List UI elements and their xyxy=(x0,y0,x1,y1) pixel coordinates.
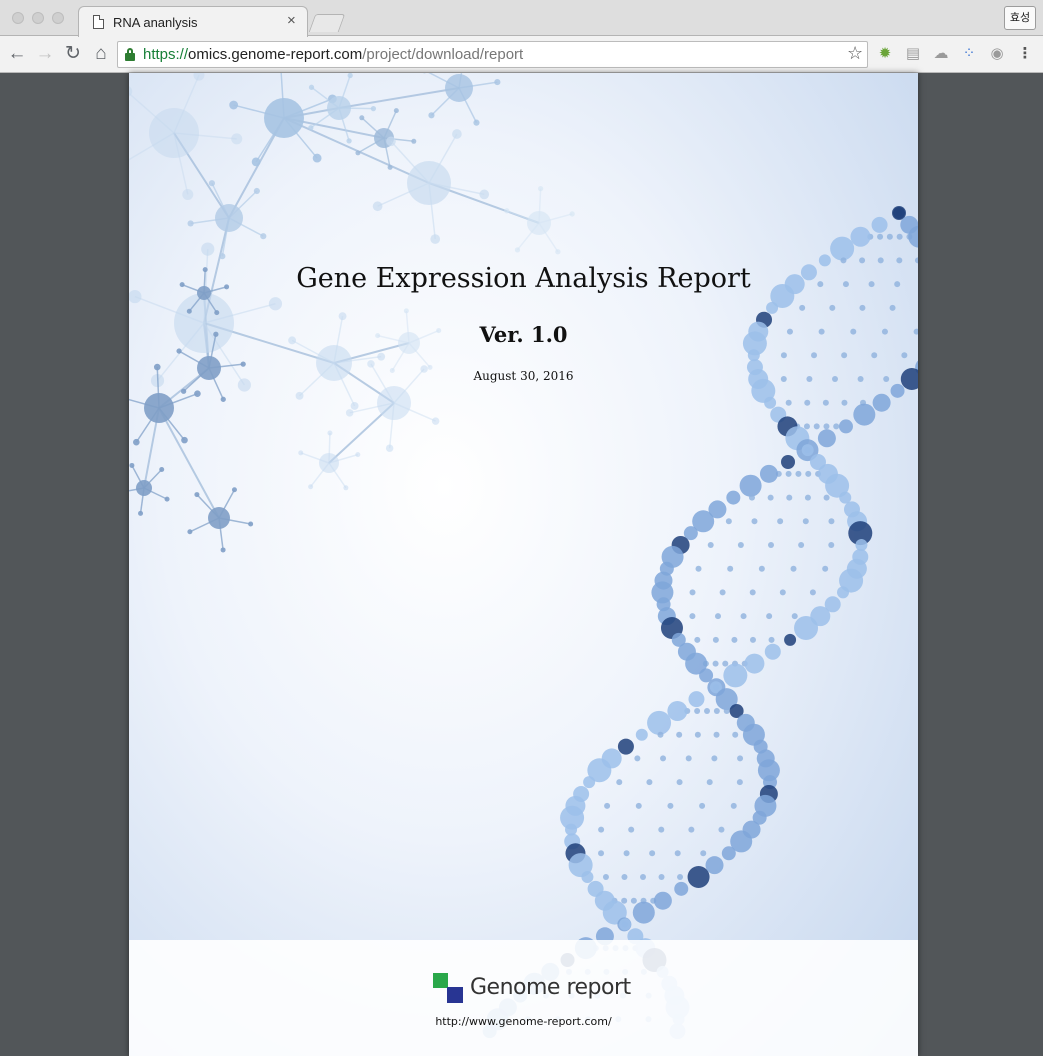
tab-title: RNA ananlysis xyxy=(113,15,198,30)
page-icon xyxy=(93,15,104,29)
brand-name: Genome report xyxy=(470,975,631,1000)
back-arrow-icon[interactable]: ← xyxy=(7,43,27,64)
window-minimize-button[interactable] xyxy=(32,12,44,24)
cover-footer: Genome report http://www.genome-report.c… xyxy=(129,940,918,1056)
tab-rna-analysis[interactable]: RNA ananlysis × xyxy=(78,6,308,37)
drive-extension-icon[interactable]: ☁ xyxy=(933,45,949,62)
report-title: Gene Expression Analysis Report xyxy=(296,263,751,294)
address-bar[interactable]: https://omics.genome-report.com/project/… xyxy=(117,41,868,68)
report-date: August 30, 2016 xyxy=(473,369,574,383)
genome-report-logo xyxy=(433,973,465,1005)
new-tab-button[interactable] xyxy=(308,14,346,32)
tab-close-icon[interactable]: × xyxy=(287,12,296,29)
pdf-viewer[interactable]: Gene Expression Analysis Report Ver. 1.0… xyxy=(0,73,1043,1056)
bookmark-star-icon[interactable]: ☆ xyxy=(847,43,864,63)
window-zoom-button[interactable] xyxy=(52,12,64,24)
bug-extension-icon[interactable]: ✹ xyxy=(878,45,892,62)
menu-icon[interactable]: ⋮ xyxy=(1017,45,1033,62)
molecule-dna-illustration xyxy=(129,73,918,1056)
forward-arrow-icon[interactable]: → xyxy=(35,43,55,64)
report-cover-page: Gene Expression Analysis Report Ver. 1.0… xyxy=(129,73,918,1056)
window-close-button[interactable] xyxy=(12,12,24,24)
lock-icon[interactable] xyxy=(125,48,135,61)
profile-button[interactable]: 효성 xyxy=(1004,6,1036,30)
url-path: /project/download/report xyxy=(362,46,524,63)
website-link[interactable]: http://www.genome-report.com/ xyxy=(435,1015,612,1028)
url-text[interactable]: https://omics.genome-report.com/project/… xyxy=(143,46,523,63)
url-scheme: https:// xyxy=(143,46,189,63)
reload-icon[interactable]: ↻ xyxy=(65,43,81,64)
grid-extension-icon[interactable]: ▤ xyxy=(905,45,921,62)
dots-extension-icon[interactable]: ⁘ xyxy=(962,45,976,62)
browser-toolbar: RNA ananlysis × 효성 ← → ↻ ⌂ https://omics… xyxy=(0,0,1043,73)
tab-strip: RNA ananlysis × 효성 xyxy=(0,0,1043,37)
camera-extension-icon[interactable]: ◉ xyxy=(990,45,1004,62)
report-version: Ver. 1.0 xyxy=(479,322,568,347)
home-icon[interactable]: ⌂ xyxy=(95,43,107,64)
url-host: omics.genome-report.com xyxy=(188,46,363,63)
